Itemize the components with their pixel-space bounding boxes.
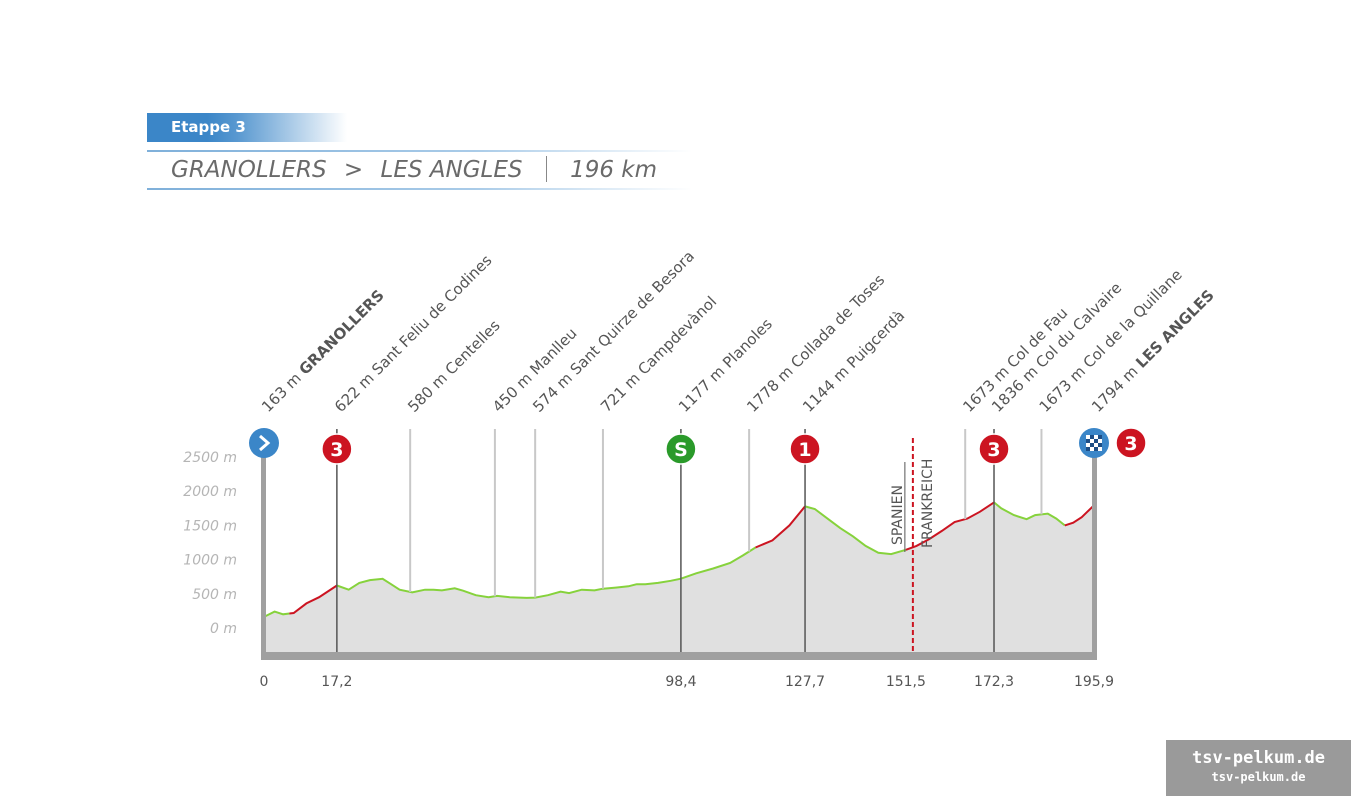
route-title: GRANOLLERS > LES ANGLES 196 km [171,156,657,183]
profile-line-climb [905,501,995,551]
profile-line-flat [804,505,907,556]
profile-line-flat [263,610,290,618]
header-rule-bottom [147,188,692,190]
marker-name: Sant Feliu de Codines [368,251,495,378]
checkered-flag-cell [1094,439,1098,443]
marker-label: 622 m Sant Feliu de Codines [331,251,496,416]
checkered-flag-cell [1094,447,1098,451]
checkered-flag-cell [1086,439,1090,443]
checkered-flag-cell [1090,439,1094,443]
marker-altitude: 163 m [258,366,308,416]
route-header: GRANOLLERS > LES ANGLES 196 km [147,150,692,190]
marker-altitude: 622 m [331,366,381,416]
marker-altitude: 450 m [489,366,539,416]
chevron-right-icon [259,434,271,452]
badge-label: 3 [987,439,1000,461]
checkered-flag-cell [1086,443,1090,447]
checkered-flag-cell [1090,435,1094,439]
left-axis-bar [261,452,266,658]
y-tick-label: 2500 m [183,450,237,466]
sprint-badge [665,433,697,465]
x-tick-label: 172,3 [974,674,1014,690]
checkered-flag-cell [1086,435,1090,439]
border-label-left: SPANIEN [890,485,906,545]
x-tick-label: 195,9 [1074,674,1114,690]
profile-line-flat [993,501,1066,527]
route-from: GRANOLLERS [171,157,327,183]
route-to: LES ANGLES [380,157,523,183]
route-separator [545,156,547,182]
profile-line-climb [755,505,806,549]
start-icon [249,428,279,458]
climb-category-badge [321,433,353,465]
marker-altitude: 580 m [404,366,454,416]
climb-category-badge [1115,427,1147,459]
marker-name: Planoles [719,315,776,372]
marker-label: 163 m GRANOLLERS [258,286,388,416]
marker-altitude: 1144 m [799,359,856,416]
profile-line-climb [289,584,338,615]
x-axis-floor [261,652,1097,660]
y-tick-label: 1500 m [183,518,237,534]
profile-line-flat [336,546,757,599]
route-distance: 196 km [570,157,658,183]
checkered-flag-cell [1094,435,1098,439]
watermark-small: tsv-pelkum.de [1211,770,1306,784]
watermark: tsv-pelkum.de tsv-pelkum.de [1166,740,1351,796]
climb-category-badge [789,433,821,465]
y-tick-label: 1000 m [183,553,237,569]
y-tick-label: 2000 m [183,484,237,500]
marker-name: Centelles [442,316,504,378]
border-label-right: FRANKREICH [920,459,936,548]
badge-label: 3 [330,439,343,461]
x-tick-label: 151,5 [886,674,926,690]
checkered-flag-cell [1090,447,1094,451]
badge-label: 1 [798,439,811,461]
marker-altitude: 1778 m [743,359,800,416]
marker-altitude: 1177 m [675,359,732,416]
right-axis-bar [1092,452,1097,658]
x-tick-label: 17,2 [321,674,352,690]
marker-altitude: 721 m [597,366,647,416]
marker-name: Sant Quirze de Besora [567,247,698,378]
checkered-flag-cell [1094,443,1098,447]
checkered-flag-cell [1098,435,1102,439]
header-rule-top [147,150,692,152]
checkered-flag-cell [1098,443,1102,447]
marker-altitude: 1794 m [1088,359,1145,416]
y-tick-label: 500 m [192,587,237,603]
checkered-flag-cell [1098,447,1102,451]
profile-area [264,502,1094,652]
route-arrow: > [343,157,364,183]
x-tick-label: 0 [260,674,269,690]
watermark-big: tsv-pelkum.de [1191,748,1326,768]
marker-label: 1144 m Puigcerdà [799,307,908,416]
profile-line-climb [1064,504,1095,527]
x-tick-label: 127,7 [785,674,825,690]
checkered-flag-cell [1098,439,1102,443]
checkered-flag-cell [1086,447,1090,451]
climb-category-badge [978,433,1010,465]
x-tick-label: 98,4 [665,674,696,690]
marker-name: Collada de Toses [787,271,888,372]
stage-label: Etappe 3 [171,118,246,136]
stage-tag: Etappe 3 [147,113,347,142]
badge-label: 3 [1124,433,1137,455]
badge-label: S [674,439,688,461]
y-tick-label: 0 m [210,621,237,637]
checkered-flag-cell [1090,443,1094,447]
